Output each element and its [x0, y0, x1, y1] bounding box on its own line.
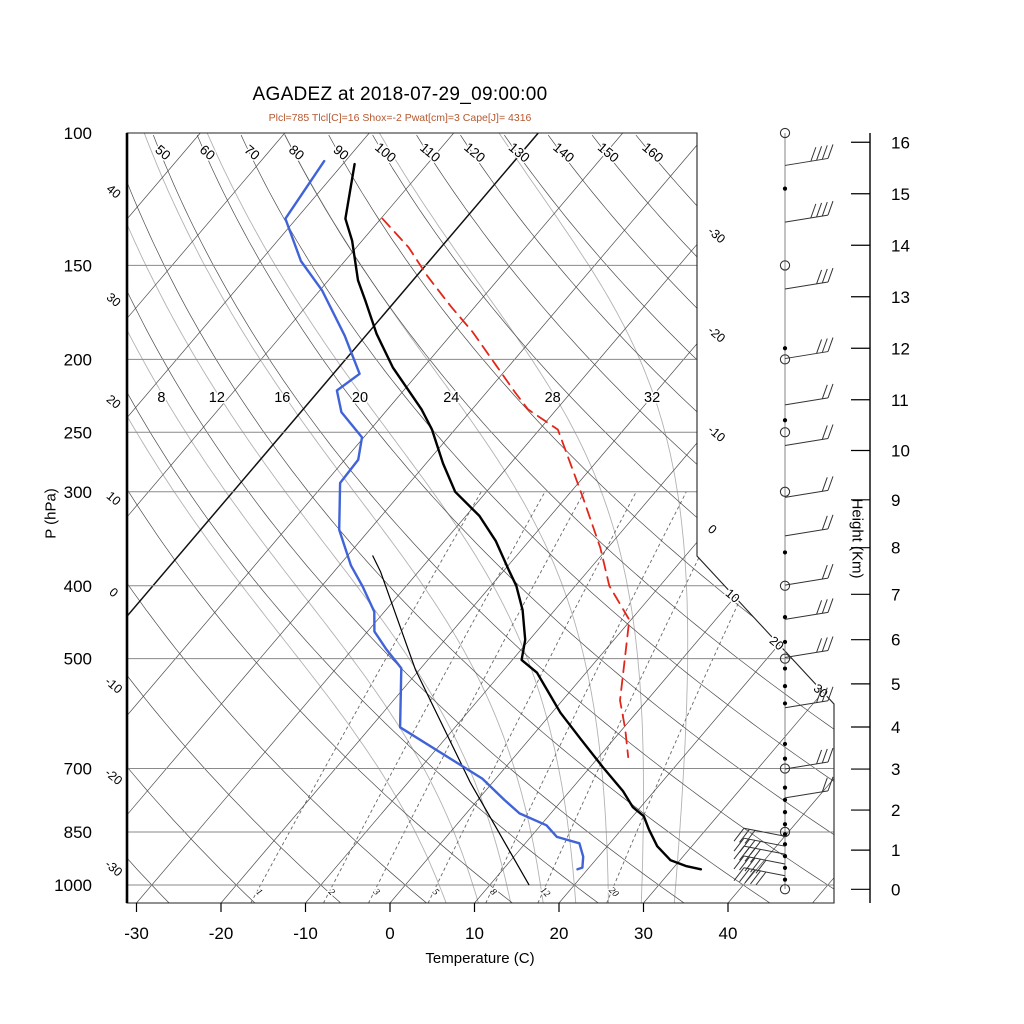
svg-text:100: 100 — [64, 124, 92, 143]
svg-text:40: 40 — [104, 182, 124, 202]
chart-parameters-line: Plcl=785 Tlcl[C]=16 Shox=-2 Pwat[cm]=3 C… — [268, 112, 532, 124]
svg-text:160: 160 — [639, 140, 666, 166]
svg-text:150: 150 — [64, 256, 92, 275]
svg-text:1: 1 — [254, 887, 264, 897]
svg-text:30: 30 — [104, 290, 124, 310]
svg-text:250: 250 — [64, 423, 92, 442]
svg-text:20: 20 — [550, 924, 569, 943]
svg-text:3: 3 — [891, 760, 900, 779]
chart-title: AGADEZ at 2018-07-29_09:00:00 — [252, 84, 548, 105]
svg-text:12: 12 — [209, 390, 225, 406]
svg-text:14: 14 — [891, 236, 910, 255]
svg-text:-10: -10 — [705, 423, 728, 445]
svg-text:8: 8 — [891, 539, 900, 558]
svg-text:30: 30 — [634, 924, 653, 943]
svg-text:400: 400 — [64, 577, 92, 596]
svg-text:12: 12 — [538, 886, 552, 900]
svg-text:20: 20 — [104, 392, 124, 412]
svg-text:-30: -30 — [102, 857, 125, 879]
svg-text:90: 90 — [330, 142, 351, 163]
svg-text:2: 2 — [326, 887, 337, 898]
svg-text:10: 10 — [465, 924, 484, 943]
svg-text:1: 1 — [891, 841, 900, 860]
svg-text:80: 80 — [286, 142, 307, 163]
svg-text:0: 0 — [705, 522, 719, 537]
svg-text:16: 16 — [891, 133, 910, 152]
svg-text:10: 10 — [723, 586, 743, 606]
svg-text:11: 11 — [891, 391, 909, 410]
svg-text:8: 8 — [157, 390, 165, 406]
svg-text:6: 6 — [891, 631, 900, 650]
svg-text:50: 50 — [152, 142, 173, 163]
svg-text:4: 4 — [891, 718, 900, 737]
svg-text:300: 300 — [64, 483, 92, 502]
svg-text:850: 850 — [64, 823, 92, 842]
svg-text:120: 120 — [461, 140, 488, 166]
svg-text:7: 7 — [891, 585, 900, 604]
svg-text:5: 5 — [891, 675, 900, 694]
svg-text:12: 12 — [891, 339, 910, 358]
svg-text:24: 24 — [443, 390, 459, 406]
svg-text:28: 28 — [545, 390, 561, 406]
svg-text:200: 200 — [64, 350, 92, 369]
temperature-axis-label: Temperature (C) — [425, 950, 535, 967]
svg-text:0: 0 — [106, 585, 120, 600]
svg-text:70: 70 — [241, 142, 262, 163]
svg-text:20: 20 — [352, 390, 368, 406]
svg-text:110: 110 — [417, 140, 443, 165]
svg-text:-20: -20 — [209, 924, 234, 943]
svg-text:0: 0 — [385, 924, 394, 943]
svg-text:10: 10 — [104, 489, 124, 509]
svg-text:40: 40 — [719, 924, 738, 943]
svg-text:-10: -10 — [102, 674, 125, 696]
svg-text:13: 13 — [891, 288, 910, 307]
svg-text:-10: -10 — [293, 924, 318, 943]
svg-text:0: 0 — [891, 880, 900, 899]
svg-text:100: 100 — [372, 140, 399, 166]
svg-text:1000: 1000 — [54, 876, 92, 895]
svg-text:500: 500 — [64, 650, 92, 669]
svg-text:-20: -20 — [102, 766, 125, 788]
svg-text:2: 2 — [891, 801, 900, 820]
svg-text:20: 20 — [767, 634, 787, 654]
svg-text:9: 9 — [891, 491, 900, 510]
svg-text:60: 60 — [197, 142, 218, 163]
svg-text:16: 16 — [274, 390, 290, 406]
svg-text:-30: -30 — [124, 924, 149, 943]
svg-text:-20: -20 — [705, 323, 728, 345]
svg-text:32: 32 — [644, 390, 660, 406]
svg-text:-30: -30 — [705, 224, 728, 246]
svg-text:700: 700 — [64, 760, 92, 779]
svg-text:10: 10 — [891, 442, 910, 461]
svg-text:15: 15 — [891, 185, 910, 204]
